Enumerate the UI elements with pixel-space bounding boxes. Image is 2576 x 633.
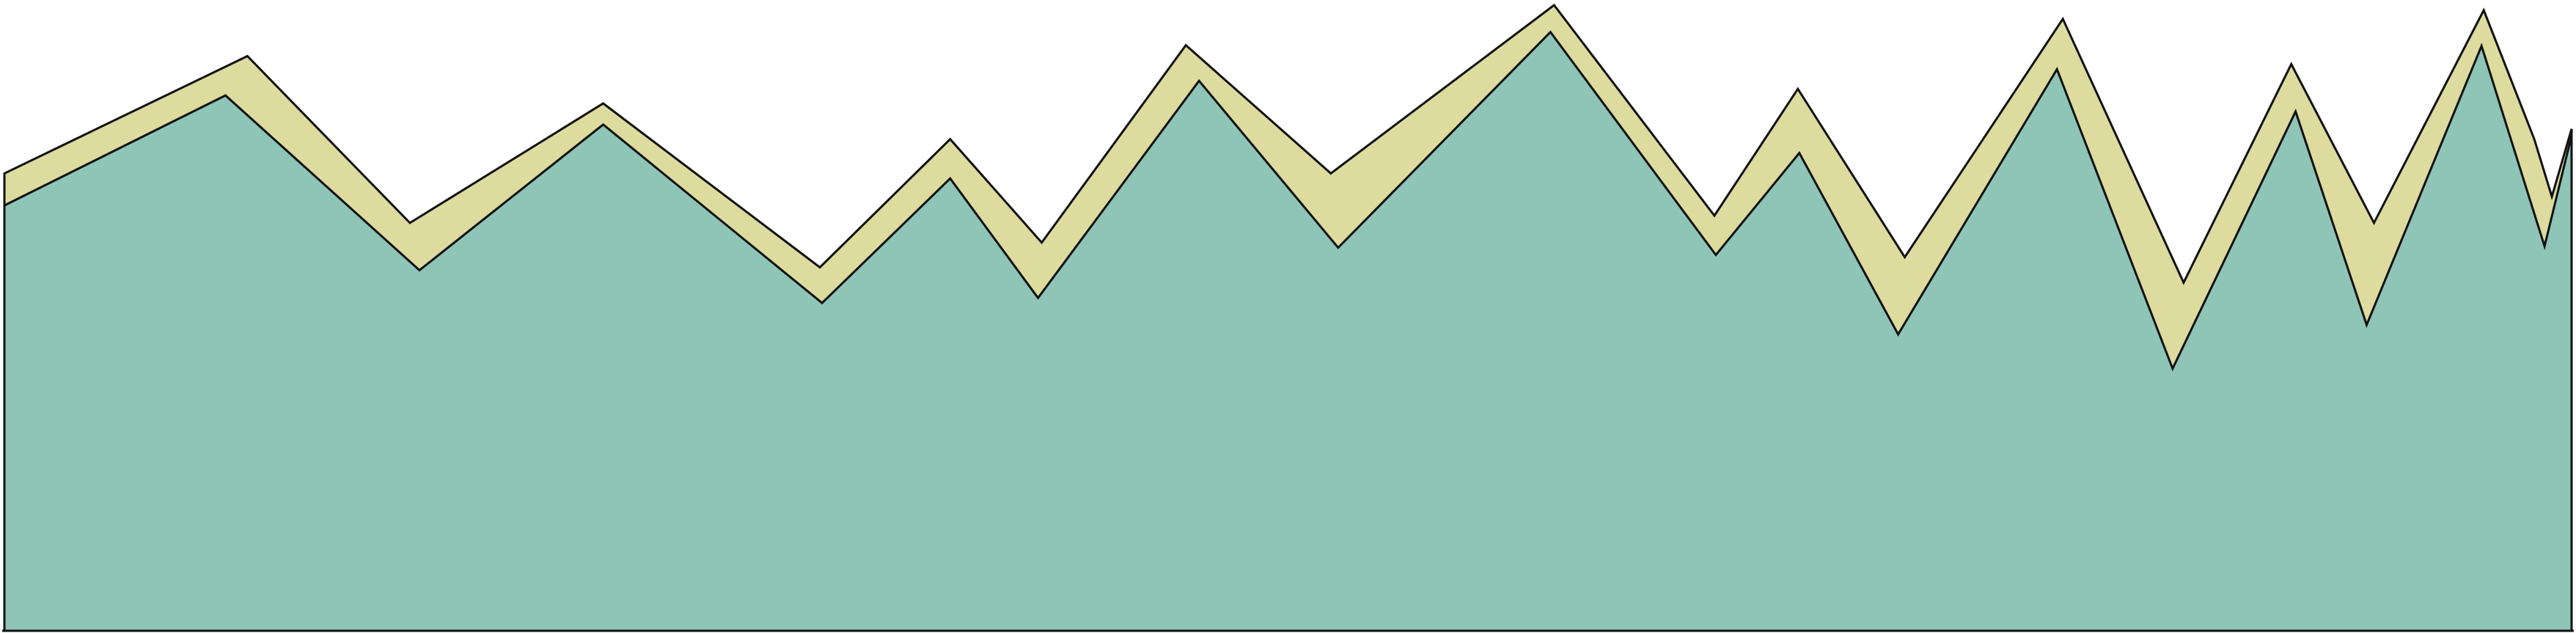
series-layer bbox=[3, 3, 2573, 632]
area-series-2 bbox=[3, 30, 2573, 632]
